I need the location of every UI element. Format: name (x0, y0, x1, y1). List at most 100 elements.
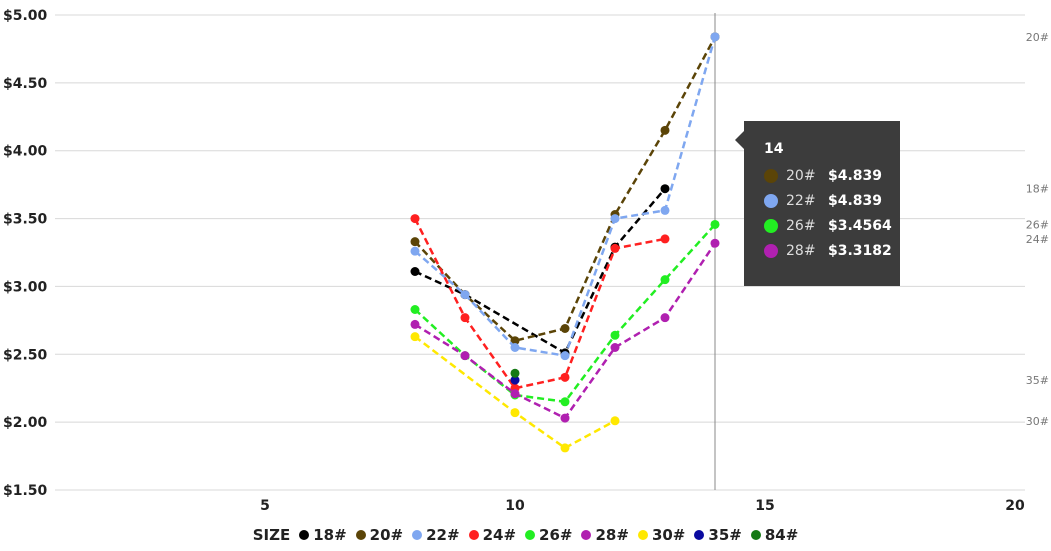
tooltip-series-name: 26# (786, 217, 816, 234)
tooltip-series-name: 20# (786, 167, 816, 184)
legend-dot (694, 530, 705, 540)
series-end-label: 20# (1026, 31, 1049, 44)
series-22 (410, 32, 720, 361)
legend-item[interactable]: 18# (299, 526, 347, 544)
tooltip-row: 28# $3.3182 (764, 238, 900, 263)
tooltip-row: 22# $4.839 (764, 188, 900, 213)
x-tick-label: 10 (505, 498, 525, 514)
series-line (414, 335, 616, 450)
series-24 (410, 214, 670, 393)
series-color-dot (764, 193, 778, 208)
series-84 (510, 368, 520, 378)
series-end-label: 30# (1026, 415, 1049, 428)
data-point (660, 234, 670, 244)
data-point (610, 243, 620, 253)
legend-item[interactable]: 30# (637, 526, 686, 544)
data-point (410, 305, 420, 314)
data-point (410, 246, 420, 256)
data-point (610, 416, 620, 426)
data-point (560, 372, 570, 382)
legend-title: SIZE (252, 526, 291, 544)
data-point (460, 351, 470, 361)
legend-dot (750, 530, 761, 540)
data-point (610, 343, 620, 352)
legend-label: 28# (595, 526, 629, 544)
legend-label: 84# (764, 526, 799, 544)
tooltip-value: $3.4564 (828, 217, 892, 234)
tooltip-value: $4.839 (828, 167, 883, 184)
legend-label: 24# (482, 526, 517, 544)
legend-item[interactable]: 24# (468, 526, 517, 544)
data-point (660, 275, 670, 285)
series-end-label: 26# (1026, 218, 1049, 231)
y-tick-label: $4.00 (3, 144, 48, 160)
data-point (560, 443, 570, 453)
tooltip-row: 26# $3.4564 (764, 213, 900, 238)
legend-dot (468, 530, 479, 540)
data-point (660, 125, 670, 135)
series-color-dot (764, 218, 778, 233)
series-end-label: 18# (1026, 183, 1049, 196)
series-line (413, 218, 666, 390)
legend-item[interactable]: 26# (525, 526, 572, 544)
series-color-dot (764, 168, 778, 183)
legend-dot (581, 530, 592, 540)
series-28 (410, 238, 720, 423)
data-point (410, 332, 420, 342)
legend-dot (355, 530, 366, 540)
data-point (510, 389, 520, 399)
legend-item[interactable]: 28# (581, 526, 629, 544)
legend-dot (525, 530, 536, 540)
legend-label: 30# (651, 526, 686, 544)
y-tick-label: $5.00 (3, 8, 48, 24)
legend-item[interactable]: 35# (694, 526, 742, 544)
tooltip-title: 14 (764, 141, 784, 157)
legend-dot (412, 530, 423, 540)
series-20 (410, 32, 720, 346)
data-point (510, 368, 520, 378)
data-point (560, 351, 570, 361)
x-tick-label: 15 (755, 498, 774, 514)
legend-label: 22# (426, 526, 460, 544)
y-tick-label: $1.50 (3, 483, 48, 499)
series-color-dot (764, 243, 778, 258)
legend-label: 26# (539, 526, 573, 544)
data-point (560, 413, 570, 423)
data-point (410, 214, 420, 224)
series-line (414, 187, 666, 355)
legend-label: 18# (313, 526, 347, 544)
legend-item[interactable]: 22# (412, 526, 460, 544)
series-end-label: 35# (1026, 374, 1049, 387)
data-point (710, 238, 720, 248)
tooltip-row: 20# $4.839 (764, 163, 900, 188)
data-point (660, 184, 670, 194)
series-end-label: 24# (1026, 233, 1049, 246)
legend-item[interactable]: 84# (750, 526, 799, 544)
y-tick-label: $4.50 (3, 76, 48, 92)
data-point (460, 290, 470, 300)
data-point (510, 408, 520, 418)
data-point (560, 324, 570, 333)
legend-dot (637, 530, 648, 540)
x-tick-label: 5 (260, 498, 270, 514)
legend: SIZE 18# 20# 22# 24# 26# 28# 30# 35# 84# (0, 526, 1051, 544)
tooltip-series-name: 22# (786, 192, 816, 209)
series-35 (510, 375, 520, 385)
series-30 (410, 332, 620, 453)
tooltip-value: $3.3182 (828, 242, 892, 259)
data-point (510, 375, 520, 385)
data-point (560, 397, 570, 407)
y-tick-label: $2.00 (3, 415, 48, 431)
data-point (660, 205, 670, 215)
series-18 (410, 184, 670, 358)
data-point (710, 219, 720, 229)
data-point (610, 214, 620, 224)
tooltip-series-name: 28# (786, 242, 816, 259)
data-point (510, 336, 520, 346)
tooltip: 14 20# $4.839 22# $4.839 26# $3.4564 28#… (735, 121, 900, 286)
data-point (610, 330, 620, 340)
legend-item[interactable]: 20# (355, 526, 403, 544)
data-point (410, 319, 420, 329)
data-point (710, 32, 720, 42)
tooltip-value: $4.839 (828, 192, 883, 209)
